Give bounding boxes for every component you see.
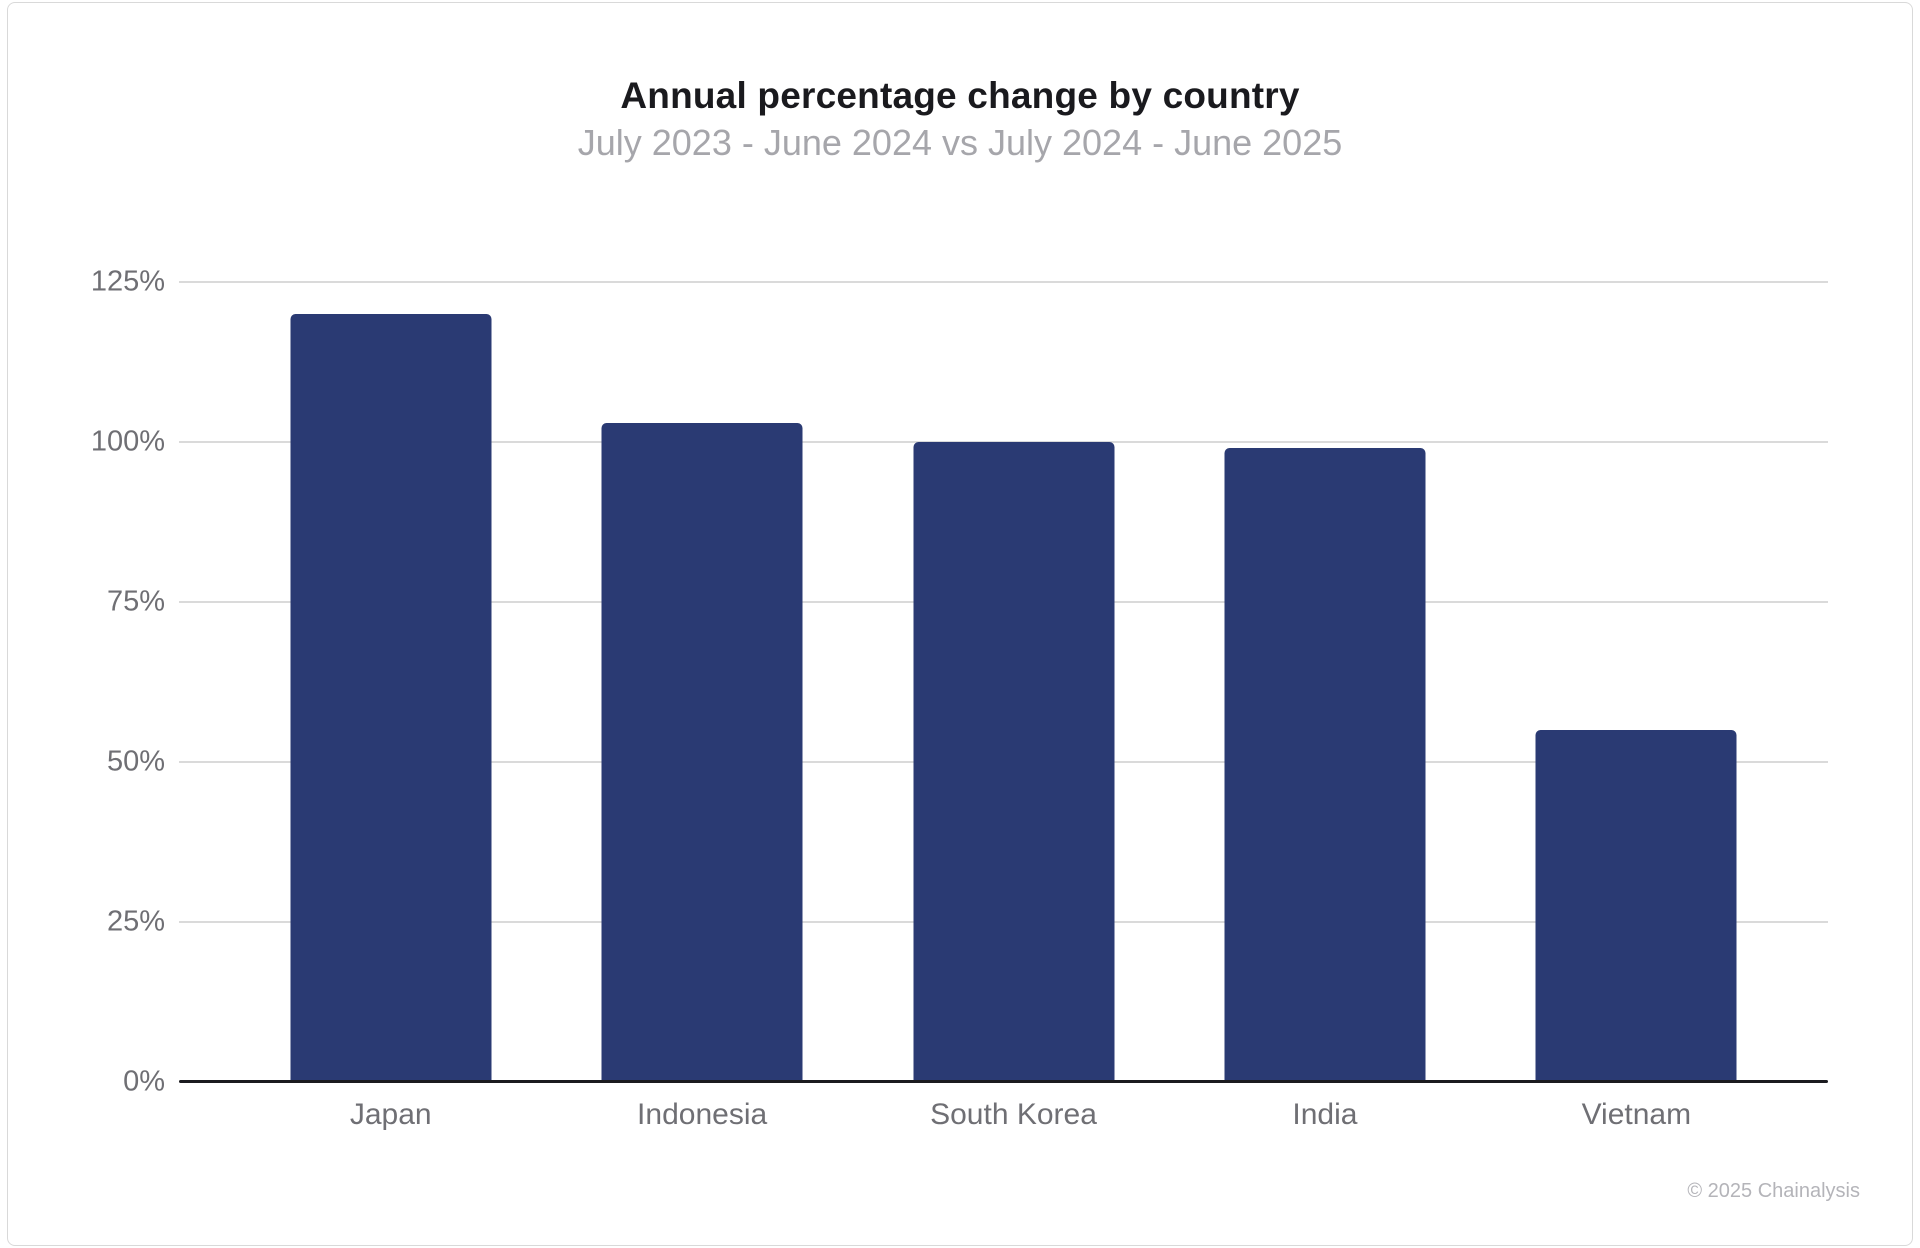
y-tick-label-25: 25% — [106, 905, 165, 938]
bar-slot-india: India — [1169, 282, 1480, 1131]
gridline-125 — [179, 281, 1828, 283]
chart-subtitle: July 2023 - June 2024 vs July 2024 - Jun… — [577, 122, 1343, 163]
x-axis-line — [179, 1080, 1828, 1083]
chart-header: Annual percentage change by country July… — [8, 73, 1912, 167]
chart-title: Annual percentage change by country — [620, 75, 1300, 116]
x-axis-label-south-korea: South Korea — [930, 1098, 1097, 1131]
bar-indonesia — [601, 422, 803, 1082]
x-axis-label-japan: Japan — [349, 1098, 432, 1131]
bar-japan — [290, 314, 492, 1082]
bar-slot-vietnam: Vietnam — [1481, 282, 1792, 1131]
bar-india — [1224, 448, 1426, 1082]
y-tick-label-50: 50% — [106, 745, 165, 778]
bar-series: Japan Indonesia South Korea India Vietnam — [179, 282, 1828, 1131]
bar-slot-indonesia: Indonesia — [546, 282, 857, 1131]
x-axis-label-india: India — [1292, 1098, 1358, 1131]
x-axis-label-vietnam: Vietnam — [1581, 1098, 1692, 1131]
chart-card: Annual percentage change by country July… — [7, 2, 1913, 1246]
bar-slot-japan: Japan — [235, 282, 546, 1131]
bar-vietnam — [1535, 730, 1737, 1082]
bar-south-korea — [913, 442, 1115, 1082]
y-tick-label-100: 100% — [90, 425, 165, 458]
plot-area: 0% 25% 50% 75% 100% 125% Japan Indonesia South … — [91, 267, 1828, 1131]
y-tick-label-125: 125% — [90, 265, 165, 298]
y-tick-label-75: 75% — [106, 585, 165, 618]
bar-slot-south-korea: South Korea — [858, 282, 1169, 1131]
y-tick-label-0: 0% — [123, 1065, 165, 1098]
x-axis-label-indonesia: Indonesia — [637, 1098, 768, 1131]
copyright-footer: © 2025 Chainalysis — [1687, 1180, 1860, 1202]
